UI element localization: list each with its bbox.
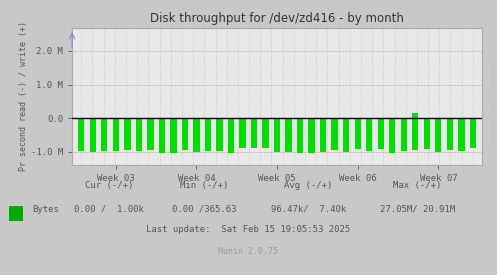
Bar: [320, 118, 327, 152]
Bar: [458, 118, 465, 151]
Bar: [331, 118, 338, 150]
Bar: [159, 118, 165, 153]
Bar: [309, 118, 315, 153]
Title: Disk throughput for /dev/zd416 - by month: Disk throughput for /dev/zd416 - by mont…: [150, 12, 404, 25]
Bar: [113, 118, 119, 151]
Text: Min (-/+): Min (-/+): [179, 182, 228, 190]
Bar: [366, 118, 372, 151]
Bar: [401, 118, 407, 151]
Text: Last update:  Sat Feb 15 19:05:53 2025: Last update: Sat Feb 15 19:05:53 2025: [147, 226, 350, 234]
Text: Max (-/+): Max (-/+): [393, 182, 442, 190]
Text: Cur (-/+): Cur (-/+): [85, 182, 134, 190]
Bar: [412, 118, 418, 150]
Y-axis label: Pr second read (-) / write (+): Pr second read (-) / write (+): [19, 21, 28, 171]
Bar: [193, 118, 200, 152]
Bar: [251, 118, 257, 148]
Bar: [101, 118, 107, 151]
Bar: [262, 118, 269, 148]
Text: Munin 2.0.75: Munin 2.0.75: [219, 248, 278, 256]
Bar: [78, 118, 84, 151]
Bar: [228, 118, 234, 153]
Bar: [354, 118, 361, 148]
Bar: [389, 118, 396, 153]
Bar: [285, 118, 292, 152]
Bar: [447, 118, 453, 150]
Bar: [170, 118, 176, 153]
Text: 0.00 /365.63: 0.00 /365.63: [171, 205, 236, 214]
Bar: [147, 118, 154, 150]
Bar: [378, 118, 384, 149]
Text: Bytes: Bytes: [32, 205, 59, 214]
Bar: [412, 113, 418, 118]
Text: RRDTOOL / TOBI OETIKER: RRDTOOL / TOBI OETIKER: [490, 63, 495, 146]
Text: 27.05M/ 20.91M: 27.05M/ 20.91M: [380, 205, 455, 214]
Bar: [124, 118, 131, 150]
Text: 96.47k/  7.40k: 96.47k/ 7.40k: [270, 205, 346, 214]
Bar: [182, 118, 188, 150]
Text: 0.00 /  1.00k: 0.00 / 1.00k: [75, 205, 144, 214]
Bar: [240, 118, 246, 148]
Bar: [297, 118, 303, 153]
Bar: [136, 118, 142, 152]
Bar: [89, 118, 96, 152]
Bar: [423, 118, 430, 149]
Bar: [470, 118, 476, 148]
Bar: [435, 118, 441, 152]
Bar: [274, 118, 280, 152]
Bar: [216, 118, 223, 151]
Bar: [205, 118, 211, 151]
Text: Avg (-/+): Avg (-/+): [284, 182, 332, 190]
Bar: [343, 118, 349, 152]
